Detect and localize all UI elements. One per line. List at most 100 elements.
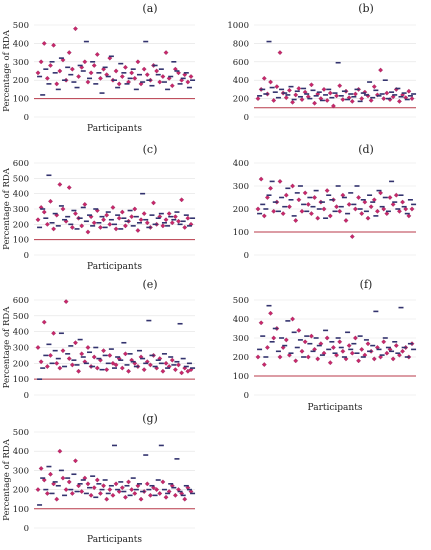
panel-g-diamond-point [154, 487, 160, 493]
panel-c-diamond-point [151, 200, 156, 206]
panel-a-diamond-point [44, 75, 50, 81]
panel-f-diamond-point [305, 354, 311, 360]
panel-g-dash-point [183, 484, 189, 487]
panel-c-diamond-point [141, 211, 147, 217]
panel-a-diamond-point [82, 59, 88, 65]
panel-c-x-axis-title: Participants [87, 262, 142, 272]
panel-a-dash-point [83, 40, 89, 43]
panel-e-dash-point [52, 349, 58, 352]
panel-a-dash-point [130, 68, 136, 70]
panel-e-diamond-point [44, 364, 50, 369]
panel-b-diamond-point [293, 92, 299, 98]
panel-a-diamond-point [129, 70, 135, 76]
panel-c-dash-point [83, 220, 89, 223]
panel-f-dash-point [357, 335, 363, 337]
panel-d-dash-point [279, 196, 285, 199]
panel-g-dash-point [108, 484, 114, 487]
panel-g-dash-point [77, 483, 83, 485]
panel-f-diamond-point [331, 345, 336, 350]
panel-b-dash-point [367, 81, 373, 83]
panel-e-dash-point [83, 362, 89, 365]
panel-b-diamond-point [390, 94, 396, 100]
panel-d-diamond-point [265, 195, 270, 200]
panel-a-dash-point [62, 79, 68, 81]
panel-f-dash-point [272, 327, 278, 330]
panel-a-diamond-point [91, 63, 97, 68]
panel-d-dash-point [389, 180, 395, 183]
panel-f-diamond-point [324, 335, 330, 341]
panel-e-dash-point [121, 341, 127, 344]
panel-g-dash-point [40, 477, 46, 479]
panel-e-dash-point [65, 353, 71, 355]
panel-e-dash-point [158, 362, 164, 365]
panel-f-diamond-point [384, 350, 390, 356]
panel-a-dash-point [140, 81, 146, 83]
panel-e-dash-point [80, 356, 86, 358]
panel-e-ytick-label: 0 [24, 391, 29, 401]
panel-d-dash-point [345, 212, 351, 215]
panel-e-diamond-point [54, 360, 60, 366]
panel-e-dash-point [93, 346, 99, 349]
panel-a-diamond-point [166, 75, 172, 81]
panel-a-dash-point [55, 88, 61, 91]
panel-b-dash-point [316, 91, 322, 93]
panel-f-dash-point [269, 341, 275, 343]
panel-e-dash-point [140, 357, 146, 360]
panel-b-dash-point [272, 91, 278, 93]
panel-e-diamond-point [85, 345, 91, 350]
panel-g-dash-point [127, 494, 133, 497]
panel-c-y-axis-title: Percentage of RDA [2, 167, 12, 250]
panel-f-dash-point [332, 352, 338, 354]
panel-b-ytick-label: 400 [233, 76, 249, 86]
panel-a-ytick-label: 0 [24, 113, 29, 123]
panel-a-diamond-point [94, 52, 100, 57]
panel-d-diamond-point [390, 201, 396, 207]
panel-f-diamond-point [365, 341, 371, 347]
panel-c-dash-point [74, 228, 80, 230]
panel-d-diamond-point [315, 215, 321, 221]
panel-c-ytick-label: 300 [13, 205, 29, 215]
panel-e-dash-point [127, 353, 133, 355]
panel-g-x-axis-title: Participants [87, 535, 142, 545]
panel-c-dash-point [55, 225, 61, 227]
panel-a-diamond-point [88, 70, 94, 76]
panel-a-dash-point [127, 77, 133, 80]
panel-c-diamond-point [179, 197, 185, 203]
panel-a-y-axis-title: Percentage of RDA [2, 29, 12, 112]
panel-f-diamond-point [283, 337, 289, 343]
panel-b-dash-point [266, 40, 272, 43]
panel-b-dash-point [411, 93, 417, 95]
panel-d-dash-point [275, 210, 281, 213]
panel-a-dash-point [136, 73, 142, 76]
panel-g-dash-point [152, 494, 158, 497]
panel-b-dash-point [338, 95, 344, 97]
panel-a-dash-point [52, 72, 58, 74]
panel-d-dash-point [288, 199, 294, 201]
panel-a-dash-point [71, 81, 77, 83]
panel-a-dash-point [121, 72, 127, 74]
panel-a-dash-point [46, 83, 52, 85]
panel-e-diamond-point [38, 359, 44, 365]
panel-b-dash-point [319, 99, 325, 102]
panel-d-diamond-point [327, 213, 333, 219]
panel-f-ytick-label: 500 [233, 296, 249, 306]
panel-d-dash-point [382, 196, 388, 199]
panel-d-diamond-point [287, 204, 292, 210]
panel-e-dash-point [77, 338, 83, 341]
panel-c-diamond-point [73, 211, 78, 217]
panel-f-dash-point [257, 348, 263, 351]
panel-a-diamond-point [101, 66, 106, 72]
panel-c-dash-point [152, 223, 158, 226]
panel-a-diamond-point [85, 79, 91, 85]
panel-a-dash-point [74, 86, 80, 89]
panel-a-dash-point [108, 55, 114, 58]
panel-a-dash-point [177, 83, 183, 85]
panel-a-diamond-point [79, 64, 85, 70]
panel-c-dash-point [140, 192, 146, 195]
panel-b-dash-point [395, 87, 401, 90]
panel-e-dash-point [58, 332, 64, 335]
panel-d-diamond-point [299, 208, 305, 214]
panel-e-dash-point [105, 362, 111, 365]
panel-b-dash-point [291, 98, 297, 101]
panel-g-dash-point [165, 492, 171, 495]
